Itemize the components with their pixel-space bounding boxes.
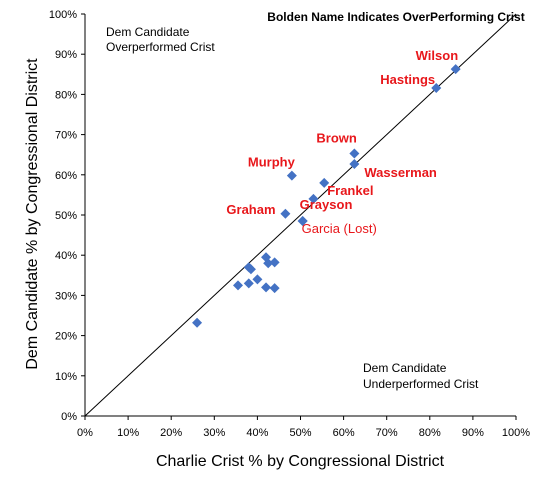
y-tick-label: 10% — [55, 371, 77, 383]
data-point — [252, 274, 263, 285]
data-point — [261, 282, 272, 293]
data-point — [349, 158, 360, 169]
data-point — [243, 278, 254, 289]
data-point — [349, 148, 360, 159]
lower-right-region-label-line1: Dem Candidate — [363, 361, 447, 375]
point-label-grayson: Grayson — [300, 197, 353, 212]
data-point — [450, 64, 461, 75]
reference-line — [84, 13, 517, 417]
x-tick-label: 40% — [246, 427, 268, 439]
point-label-graham: Graham — [226, 202, 275, 217]
data-point — [233, 280, 244, 291]
data-point — [269, 257, 280, 268]
point-label-brown: Brown — [316, 130, 357, 145]
y-tick-label: 0% — [61, 411, 77, 423]
point-label-wilson: Wilson — [416, 48, 459, 63]
y-tick-label: 80% — [55, 89, 77, 101]
y-tick-label: 70% — [55, 130, 77, 142]
upper-left-region-label-line1: Dem Candidate — [106, 25, 190, 39]
data-point — [263, 258, 274, 269]
point-label-garcia-lost: Garcia (Lost) — [302, 221, 377, 236]
data-point — [286, 170, 297, 181]
y-tick-label: 100% — [49, 9, 77, 21]
point-label-frankel: Frankel — [327, 183, 373, 198]
x-tick-label: 60% — [333, 427, 355, 439]
data-point — [308, 193, 319, 204]
x-tick-label: 70% — [376, 427, 398, 439]
y-axis-title: Dem Candidate % by Congressional Distric… — [24, 58, 41, 370]
x-tick-label: 50% — [289, 427, 311, 439]
x-tick-label: 80% — [419, 427, 441, 439]
y-tick-label: 30% — [55, 290, 77, 302]
x-tick-label: 20% — [160, 427, 182, 439]
data-point — [192, 317, 203, 328]
point-label-wasserman: Wasserman — [364, 165, 437, 180]
data-point — [431, 82, 442, 93]
x-tick-label: 10% — [117, 427, 139, 439]
upper-left-region-label-line2: Overperformed Crist — [106, 40, 215, 54]
header-note: Bolden Name Indicates OverPerforming Cri… — [267, 10, 524, 24]
x-tick-label: 30% — [203, 427, 225, 439]
data-point — [319, 177, 330, 188]
x-tick-label: 0% — [77, 427, 93, 439]
data-point — [269, 283, 280, 294]
point-label-murphy: Murphy — [248, 155, 296, 170]
y-tick-label: 20% — [55, 331, 77, 343]
data-point — [245, 264, 256, 275]
x-axis-title: Charlie Crist % by Congressional Distric… — [156, 453, 445, 470]
y-tick-label: 50% — [55, 210, 77, 222]
y-tick-label: 90% — [55, 49, 77, 61]
point-label-hastings: Hastings — [380, 72, 435, 87]
x-tick-label: 90% — [462, 427, 484, 439]
data-point — [280, 208, 291, 219]
y-tick-label: 60% — [55, 170, 77, 182]
data-point — [297, 216, 308, 227]
x-tick-label: 100% — [502, 427, 530, 439]
y-tick-label: 40% — [55, 250, 77, 262]
lower-right-region-label-line2: Underperformed Crist — [363, 377, 479, 391]
